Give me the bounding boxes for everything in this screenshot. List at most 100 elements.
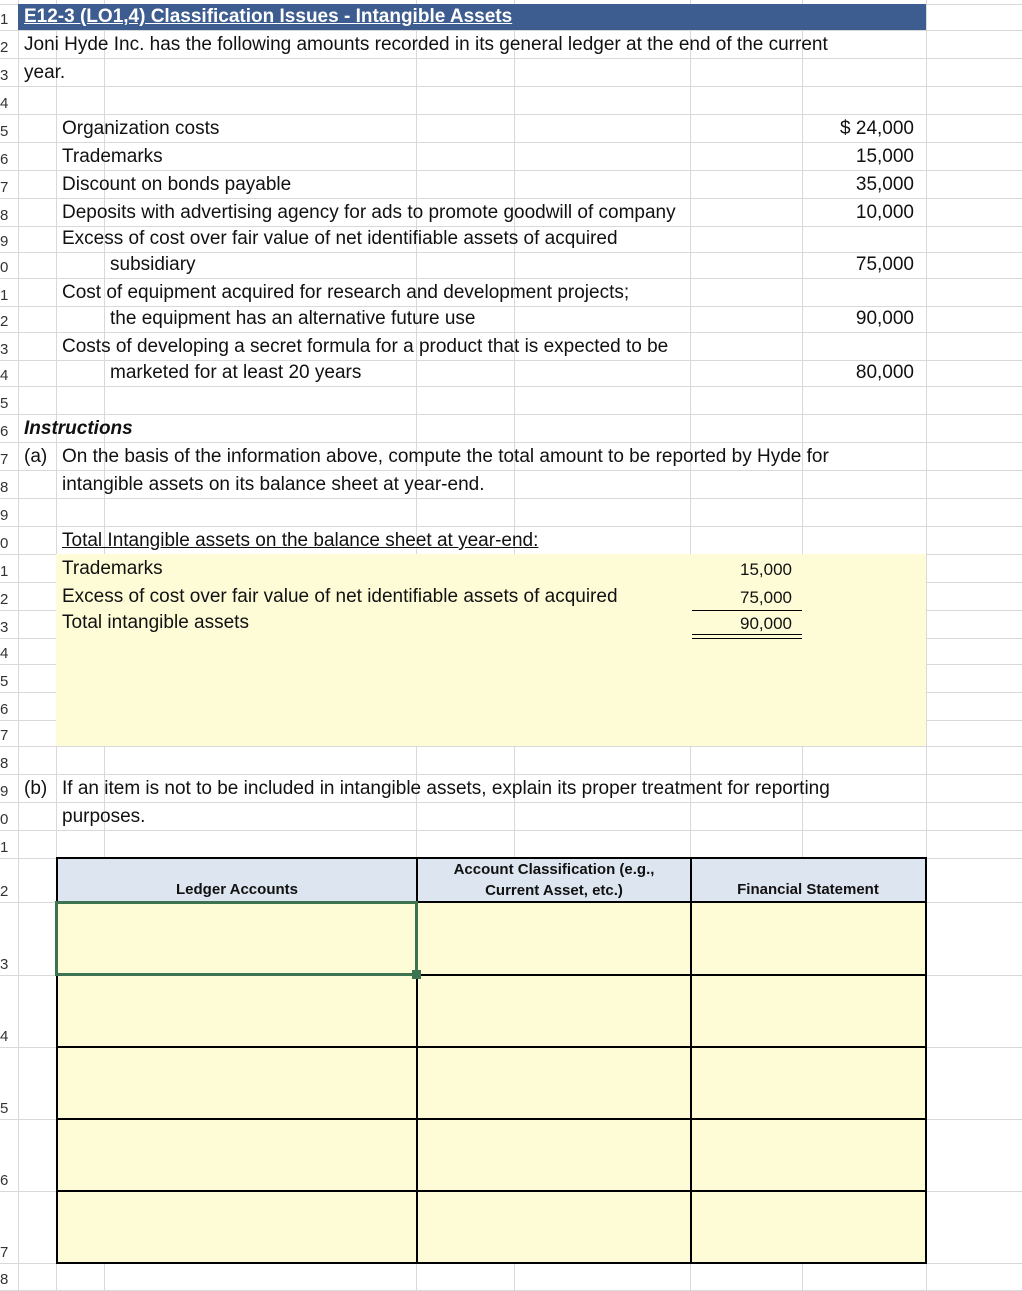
row-number[interactable]: 1 — [0, 287, 9, 304]
instructions-heading: Instructions — [24, 418, 133, 439]
title-bar: E12-3 (LO1,4) Classification Issues - In… — [18, 4, 926, 30]
ledger-amount: 90,000 — [855, 308, 914, 329]
answer-row-value[interactable]: 75,000 — [740, 588, 792, 607]
row-gridline — [0, 226, 1022, 227]
ledger-amount: 10,000 — [855, 202, 914, 223]
row-number[interactable]: 7 — [0, 727, 9, 744]
ledger-item: Trademarks — [62, 146, 163, 167]
answer-total-value[interactable]: 90,000 — [740, 614, 792, 633]
row-number[interactable]: 2 — [0, 883, 9, 900]
total-double-underline — [692, 634, 802, 639]
row-gridline — [0, 306, 1022, 307]
fill-handle[interactable] — [412, 970, 421, 979]
ledger-item: Organization costs — [62, 118, 220, 139]
row-number[interactable]: 9 — [0, 233, 9, 250]
answer-row-label[interactable]: Excess of cost over fair value of net id… — [62, 586, 618, 607]
selected-cell[interactable] — [55, 901, 418, 976]
row-number[interactable]: 4 — [0, 1028, 9, 1045]
table-input-cell[interactable] — [417, 1047, 691, 1119]
row-number[interactable]: 9 — [0, 507, 9, 524]
table-row-border — [56, 1190, 927, 1192]
row-number[interactable]: 6 — [0, 423, 9, 440]
row-gridline — [0, 30, 1022, 31]
row-number[interactable]: 3 — [0, 956, 9, 973]
row-number[interactable]: 3 — [0, 67, 9, 84]
row-number[interactable]: 2 — [0, 591, 9, 608]
ledger-item: Cost of equipment acquired for research … — [62, 282, 630, 303]
table-b-body — [57, 902, 925, 1263]
row-number[interactable]: 9 — [0, 783, 9, 800]
part-a-text-2: intangible assets on its balance sheet a… — [62, 474, 485, 495]
table-input-cell[interactable] — [417, 1191, 691, 1263]
row-gridline — [0, 252, 1022, 253]
row-gridline — [0, 414, 1022, 415]
row-gridline — [0, 802, 1022, 803]
row-number[interactable]: 8 — [0, 207, 9, 224]
row-number[interactable]: 5 — [0, 395, 9, 412]
table-input-cell[interactable] — [691, 902, 925, 974]
row-number[interactable]: 6 — [0, 151, 9, 168]
row-number[interactable]: 8 — [0, 755, 9, 772]
table-input-cell[interactable] — [417, 1119, 691, 1191]
table-row-border — [56, 1118, 927, 1120]
row-gridline — [0, 198, 1022, 199]
row-number[interactable]: 4 — [0, 367, 9, 384]
row-number[interactable]: 7 — [0, 1244, 9, 1261]
row-number[interactable]: 3 — [0, 619, 9, 636]
row-number[interactable]: 7 — [0, 451, 9, 468]
row-number[interactable]: 1 — [0, 563, 9, 580]
row-gridline — [0, 278, 1022, 279]
header-financial-statement: Financial Statement — [691, 859, 925, 902]
ledger-item: Costs of developing a secret formula for… — [62, 336, 669, 357]
column-gridline — [926, 0, 927, 1290]
table-input-cell[interactable] — [691, 975, 925, 1047]
table-input-cell[interactable] — [57, 1047, 417, 1119]
row-number[interactable]: 5 — [0, 673, 9, 690]
row-number[interactable]: 8 — [0, 1271, 9, 1288]
row-number[interactable]: 0 — [0, 259, 9, 276]
ledger-item-cont: subsidiary — [110, 254, 196, 275]
answer-row-label[interactable]: Total intangible assets — [62, 612, 249, 633]
table-border — [56, 857, 927, 1264]
ledger-amount: 35,000 — [855, 174, 914, 195]
row-number[interactable]: 1 — [0, 839, 9, 856]
row-number[interactable]: 7 — [0, 179, 9, 196]
intro-line-1: Joni Hyde Inc. has the following amounts… — [24, 34, 828, 55]
answer-row-value[interactable]: 15,000 — [740, 560, 792, 579]
table-input-cell[interactable] — [417, 975, 691, 1047]
row-number[interactable]: 1 — [0, 11, 9, 28]
row-number[interactable]: 3 — [0, 341, 9, 358]
row-number[interactable]: 4 — [0, 95, 9, 112]
table-input-cell[interactable] — [691, 1191, 925, 1263]
row-number[interactable]: 5 — [0, 1100, 9, 1117]
row-number[interactable]: 0 — [0, 811, 9, 828]
row-number[interactable]: 6 — [0, 701, 9, 718]
row-gridline — [0, 386, 1022, 387]
row-number[interactable]: 2 — [0, 39, 9, 56]
row-gridline — [0, 86, 1022, 87]
answer-row-label[interactable]: Trademarks — [62, 558, 163, 579]
ledger-amount: 15,000 — [855, 146, 914, 167]
table-input-cell[interactable] — [57, 1191, 417, 1263]
table-row-border — [56, 901, 927, 903]
row-gridline — [0, 830, 1022, 831]
row-gridline — [0, 360, 1022, 361]
row-number[interactable]: 4 — [0, 645, 9, 662]
row-number[interactable]: 5 — [0, 123, 9, 140]
table-input-cell[interactable] — [57, 975, 417, 1047]
table-input-cell[interactable] — [57, 1119, 417, 1191]
answer-a-area[interactable] — [56, 554, 926, 746]
part-b-label: (b) — [24, 778, 48, 799]
table-input-cell[interactable] — [417, 902, 691, 974]
row-number[interactable]: 2 — [0, 313, 9, 330]
row-number[interactable]: 8 — [0, 479, 9, 496]
exercise-title: E12-3 (LO1,4) Classification Issues - In… — [24, 6, 513, 27]
row-number[interactable]: 0 — [0, 535, 9, 552]
table-input-cell[interactable] — [691, 1119, 925, 1191]
ledger-item: Discount on bonds payable — [62, 174, 292, 195]
table-input-cell[interactable] — [691, 1047, 925, 1119]
row-gridline — [0, 170, 1022, 171]
table-row-border — [56, 1046, 927, 1048]
table-row-border — [56, 974, 927, 976]
row-number[interactable]: 6 — [0, 1172, 9, 1189]
